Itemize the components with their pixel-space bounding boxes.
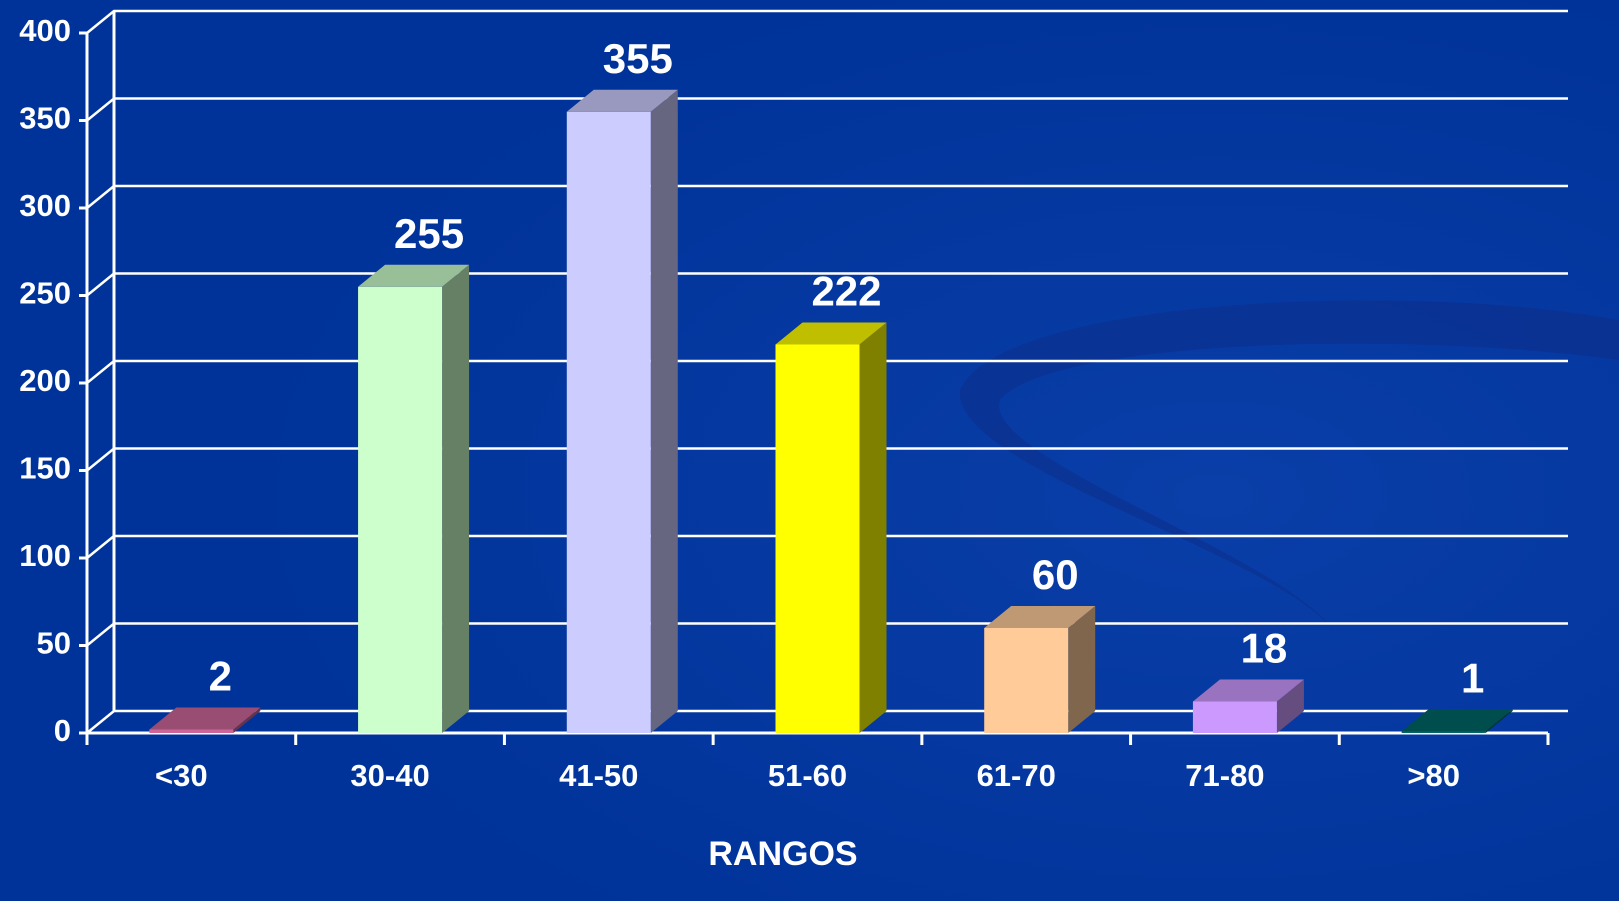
grid-line xyxy=(86,184,1568,209)
bar-top xyxy=(358,264,470,287)
bar-front xyxy=(775,344,860,733)
grid-line xyxy=(86,9,1568,34)
y-tick-label: 300 xyxy=(19,188,71,223)
grid-line xyxy=(86,97,1568,122)
value-label: 222 xyxy=(811,268,881,315)
x-tick-label: >80 xyxy=(1407,758,1460,793)
bar xyxy=(149,707,261,733)
bar xyxy=(984,606,1096,733)
x-tick-label: 71-80 xyxy=(1185,758,1264,793)
bar-top xyxy=(775,322,887,345)
bar xyxy=(1401,709,1513,733)
y-tick-label: 100 xyxy=(19,538,71,573)
y-tick-label: 400 xyxy=(19,13,71,48)
x-tick-label: 61-70 xyxy=(977,758,1056,793)
value-label: 18 xyxy=(1241,625,1288,672)
bar xyxy=(775,322,887,733)
value-label: 355 xyxy=(603,35,673,82)
y-tick-label: 150 xyxy=(19,451,71,486)
bar-top xyxy=(1192,679,1304,702)
x-axis-label: RANGOS xyxy=(708,835,857,873)
bar-front xyxy=(149,729,234,733)
bar-side xyxy=(442,264,470,733)
grid-line xyxy=(86,272,1568,297)
bar-top xyxy=(984,606,1096,628)
bar-side xyxy=(1485,709,1513,733)
bar-side xyxy=(650,89,678,733)
bar-front xyxy=(358,286,443,733)
bar-front xyxy=(984,628,1069,733)
bar-front xyxy=(1192,701,1277,733)
x-tick-label: 41-50 xyxy=(559,758,638,793)
grid-line xyxy=(86,359,1568,384)
bar-top xyxy=(149,707,261,730)
y-tick-label: 250 xyxy=(19,276,71,311)
grid-line xyxy=(86,534,1568,559)
bar-front xyxy=(566,111,651,733)
bar-top xyxy=(566,89,678,112)
bar-side xyxy=(1276,679,1304,733)
value-label: 1 xyxy=(1461,654,1484,701)
bar xyxy=(1192,679,1304,733)
y-tick-label: 350 xyxy=(19,101,71,136)
bar xyxy=(566,89,678,733)
y-tick-label: 0 xyxy=(54,713,71,748)
y-tick-label: 50 xyxy=(37,626,71,661)
x-tick-label: 30-40 xyxy=(350,758,429,793)
decor-swoosh xyxy=(959,300,1619,640)
bar-side xyxy=(1068,606,1096,733)
bar-top xyxy=(1401,709,1513,732)
bar-side xyxy=(233,707,261,733)
x-tick-label: 51-60 xyxy=(768,758,847,793)
y-tick-label: 200 xyxy=(19,363,71,398)
grid-line xyxy=(86,447,1568,472)
bar-front xyxy=(1401,731,1486,733)
value-label: 2 xyxy=(209,653,232,700)
bar-side xyxy=(859,322,887,733)
value-label: 255 xyxy=(394,210,464,257)
value-label: 60 xyxy=(1032,551,1079,598)
x-tick-label: <30 xyxy=(155,758,208,793)
bar xyxy=(358,264,470,733)
